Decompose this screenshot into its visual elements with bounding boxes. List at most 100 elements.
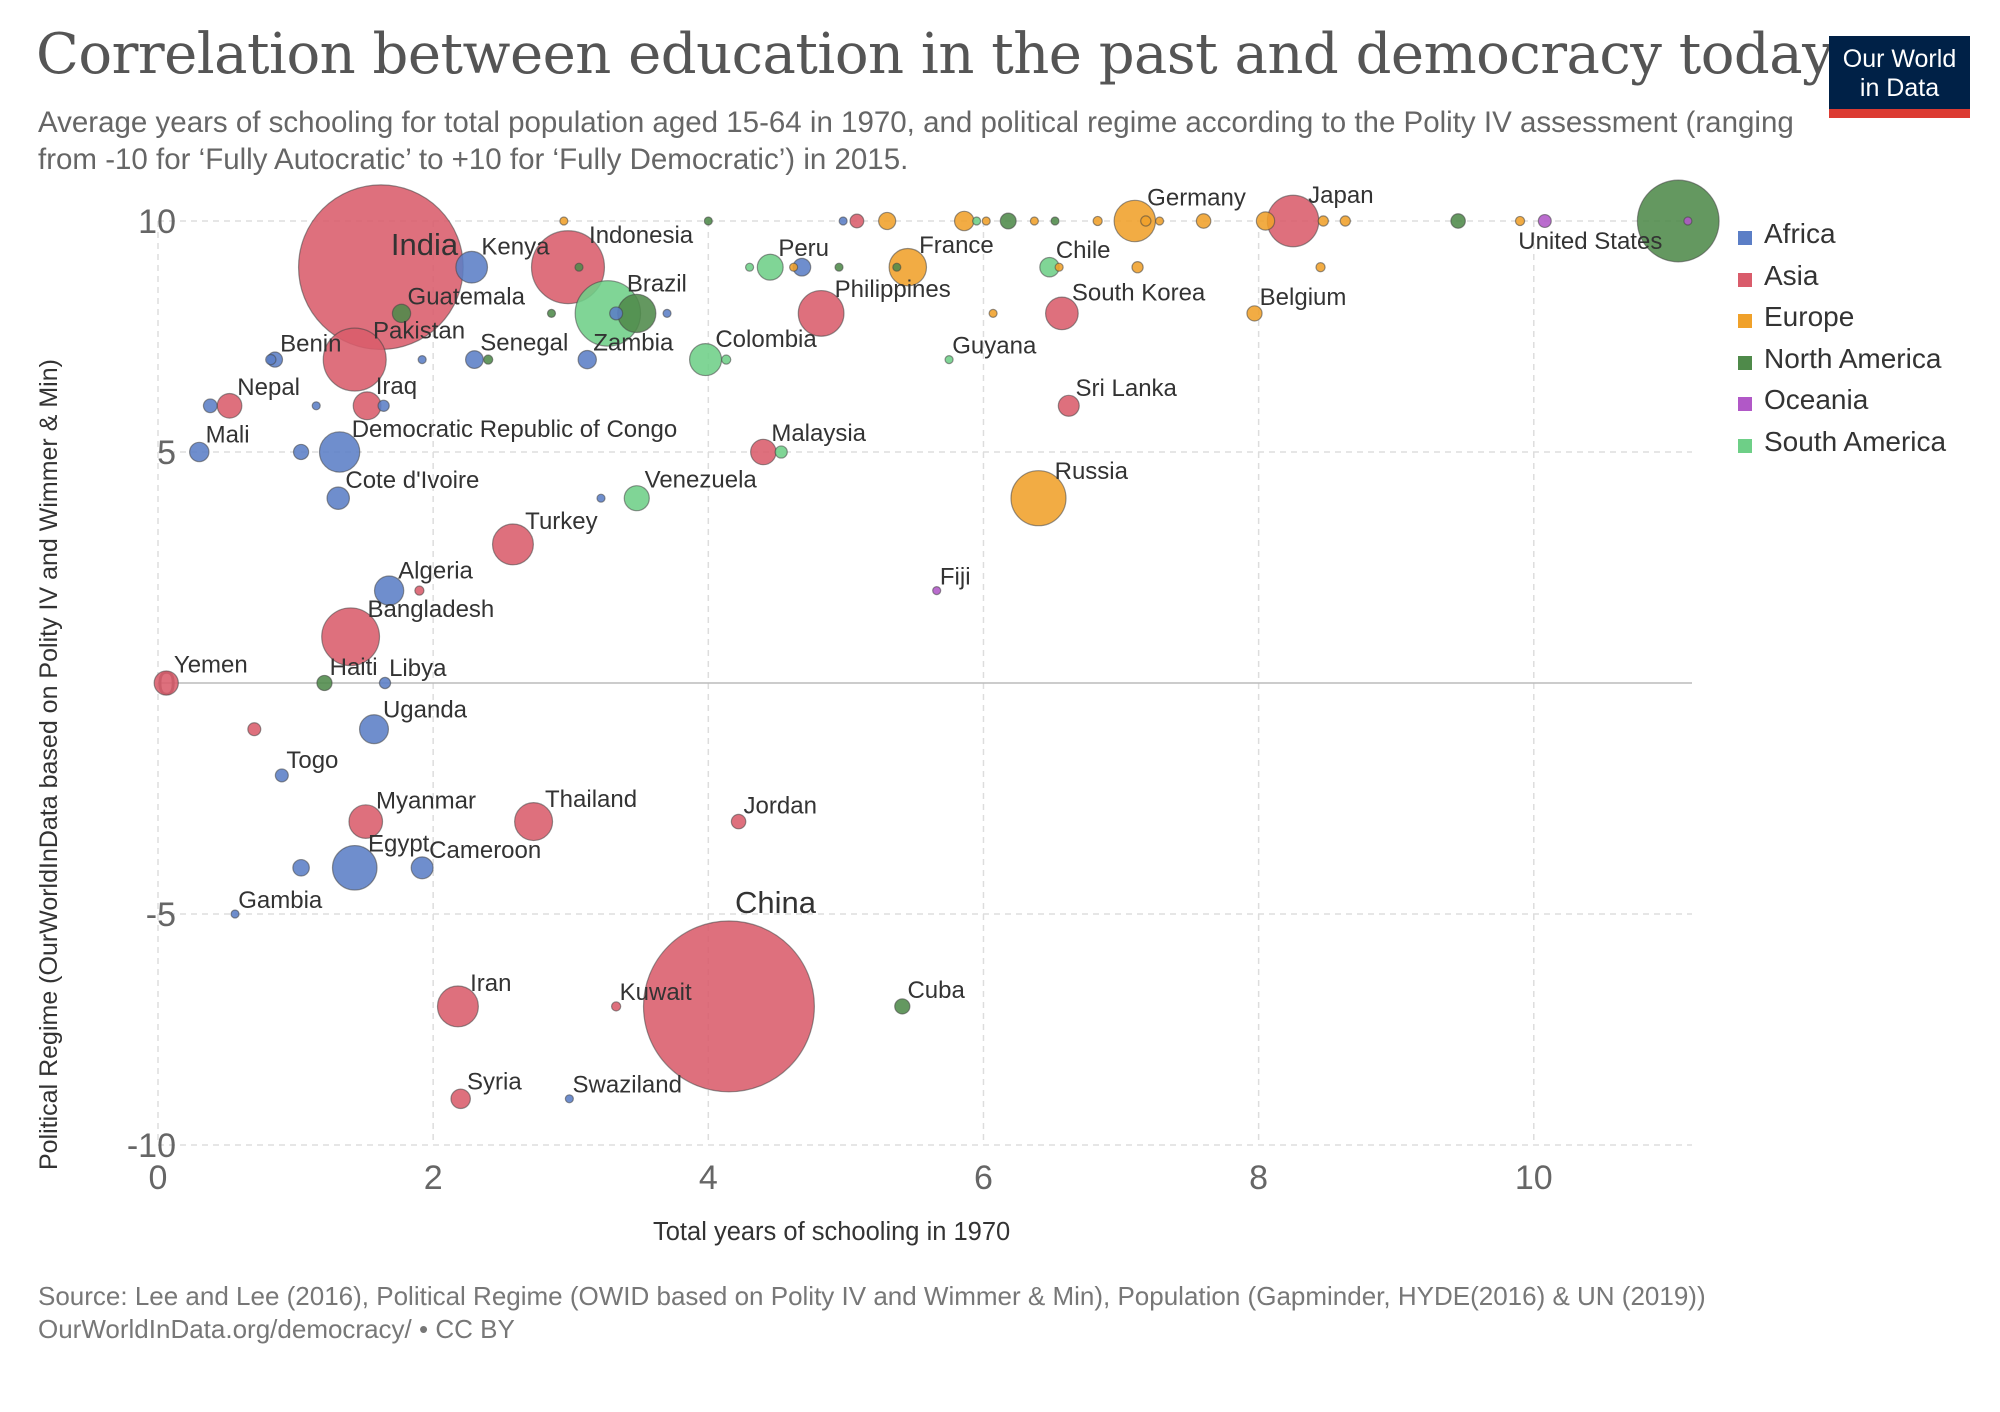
data-label: China <box>735 885 817 920</box>
data-point <box>274 768 289 783</box>
y-tick-label: 10 <box>138 203 176 241</box>
data-point <box>849 213 865 229</box>
data-point <box>574 262 584 272</box>
data-point <box>617 293 657 334</box>
data-point <box>932 585 942 596</box>
data-point <box>1450 213 1466 229</box>
x-tick-label: 2 <box>424 1159 443 1197</box>
data-point <box>577 349 597 370</box>
data-point <box>377 399 390 412</box>
data-point <box>1054 262 1064 272</box>
data-point <box>1092 215 1103 227</box>
data-point <box>331 844 378 891</box>
data-label: Japan <box>1308 182 1373 209</box>
data-label: Belgium <box>1260 284 1347 311</box>
data-point <box>953 210 975 232</box>
data-label: Indonesia <box>589 222 694 249</box>
data-label: Germany <box>1147 185 1246 212</box>
data-point <box>321 607 381 667</box>
data-label: Cuba <box>907 977 965 1004</box>
data-point <box>1057 394 1080 417</box>
data-point <box>230 909 240 919</box>
data-label: Brazil <box>627 270 687 297</box>
data-point <box>1315 262 1326 273</box>
data-label: Libya <box>389 655 447 682</box>
data-label: Yemen <box>174 651 248 678</box>
data-point <box>348 804 384 839</box>
data-point <box>1246 305 1263 322</box>
data-point <box>944 355 954 365</box>
x-tick-label: 10 <box>1515 1159 1553 1197</box>
data-point <box>834 262 844 272</box>
data-point <box>721 354 732 365</box>
data-point <box>971 216 982 226</box>
data-label: Democratic Republic of Congo <box>352 416 677 443</box>
data-label: Philippines <box>835 276 951 303</box>
data-point <box>491 523 534 566</box>
data-point <box>1683 216 1693 226</box>
data-point <box>981 216 991 226</box>
data-label: Thailand <box>545 786 637 813</box>
data-label: Iraq <box>376 373 417 400</box>
data-point <box>247 722 262 737</box>
data-point <box>358 714 390 745</box>
data-point <box>455 250 489 284</box>
data-point <box>450 1088 471 1110</box>
data-point <box>1514 215 1526 227</box>
logo-line-2: in Data <box>1859 74 1940 102</box>
data-point <box>292 858 310 877</box>
data-point <box>789 262 799 272</box>
data-point <box>1140 215 1152 227</box>
data-point <box>417 355 427 365</box>
data-point <box>894 998 911 1015</box>
data-label: Fiji <box>940 563 971 590</box>
data-point <box>564 1094 574 1104</box>
data-point <box>188 441 210 463</box>
legend-swatch <box>1738 231 1752 245</box>
data-point <box>1636 179 1720 263</box>
data-label: Peru <box>778 235 829 262</box>
data-point <box>596 493 606 503</box>
x-tick-label: 4 <box>699 1159 718 1197</box>
data-label: Kuwait <box>620 979 692 1006</box>
data-point <box>1195 213 1212 229</box>
legend-label: South America <box>1764 425 1947 457</box>
y-tick-label: -5 <box>146 896 176 934</box>
data-label: Kenya <box>481 233 550 260</box>
data-point <box>202 398 218 414</box>
data-point <box>609 306 624 321</box>
data-label: Colombia <box>715 326 817 353</box>
data-point <box>546 308 557 318</box>
data-label: Malaysia <box>771 420 866 447</box>
data-point <box>1131 261 1144 274</box>
data-point <box>744 262 755 272</box>
data-point <box>1317 215 1329 227</box>
data-point <box>322 327 387 392</box>
data-label: Guatemala <box>408 283 526 310</box>
y-tick-label: -10 <box>127 1127 176 1165</box>
legend-label: Europe <box>1764 301 1855 332</box>
owid-logo[interactable]: Our World in Data <box>1829 36 1970 118</box>
x-axis-label: Total years of schooling in 1970 <box>653 1218 1011 1246</box>
y-axis-label: Political Regime (OurWorldInData based o… <box>35 359 63 1170</box>
data-label: United States <box>1518 228 1662 255</box>
legend-swatch <box>1738 355 1752 370</box>
data-point <box>414 585 425 596</box>
data-point <box>373 575 405 606</box>
data-point <box>662 308 672 318</box>
data-point <box>1010 470 1067 527</box>
data-label: Uganda <box>383 696 468 723</box>
data-point <box>774 445 788 459</box>
data-label: Senegal <box>480 330 568 357</box>
data-label: Nepal <box>237 374 300 401</box>
data-point <box>410 856 434 880</box>
legend-label: Oceania <box>1764 384 1869 415</box>
data-label: Gambia <box>238 887 323 914</box>
data-label: Myanmar <box>376 787 476 814</box>
data-label: Turkey <box>525 508 597 535</box>
data-label: Russia <box>1055 458 1129 485</box>
data-label: France <box>919 232 994 259</box>
data-label: Pakistan <box>373 317 465 344</box>
legend-swatch <box>1738 397 1752 411</box>
